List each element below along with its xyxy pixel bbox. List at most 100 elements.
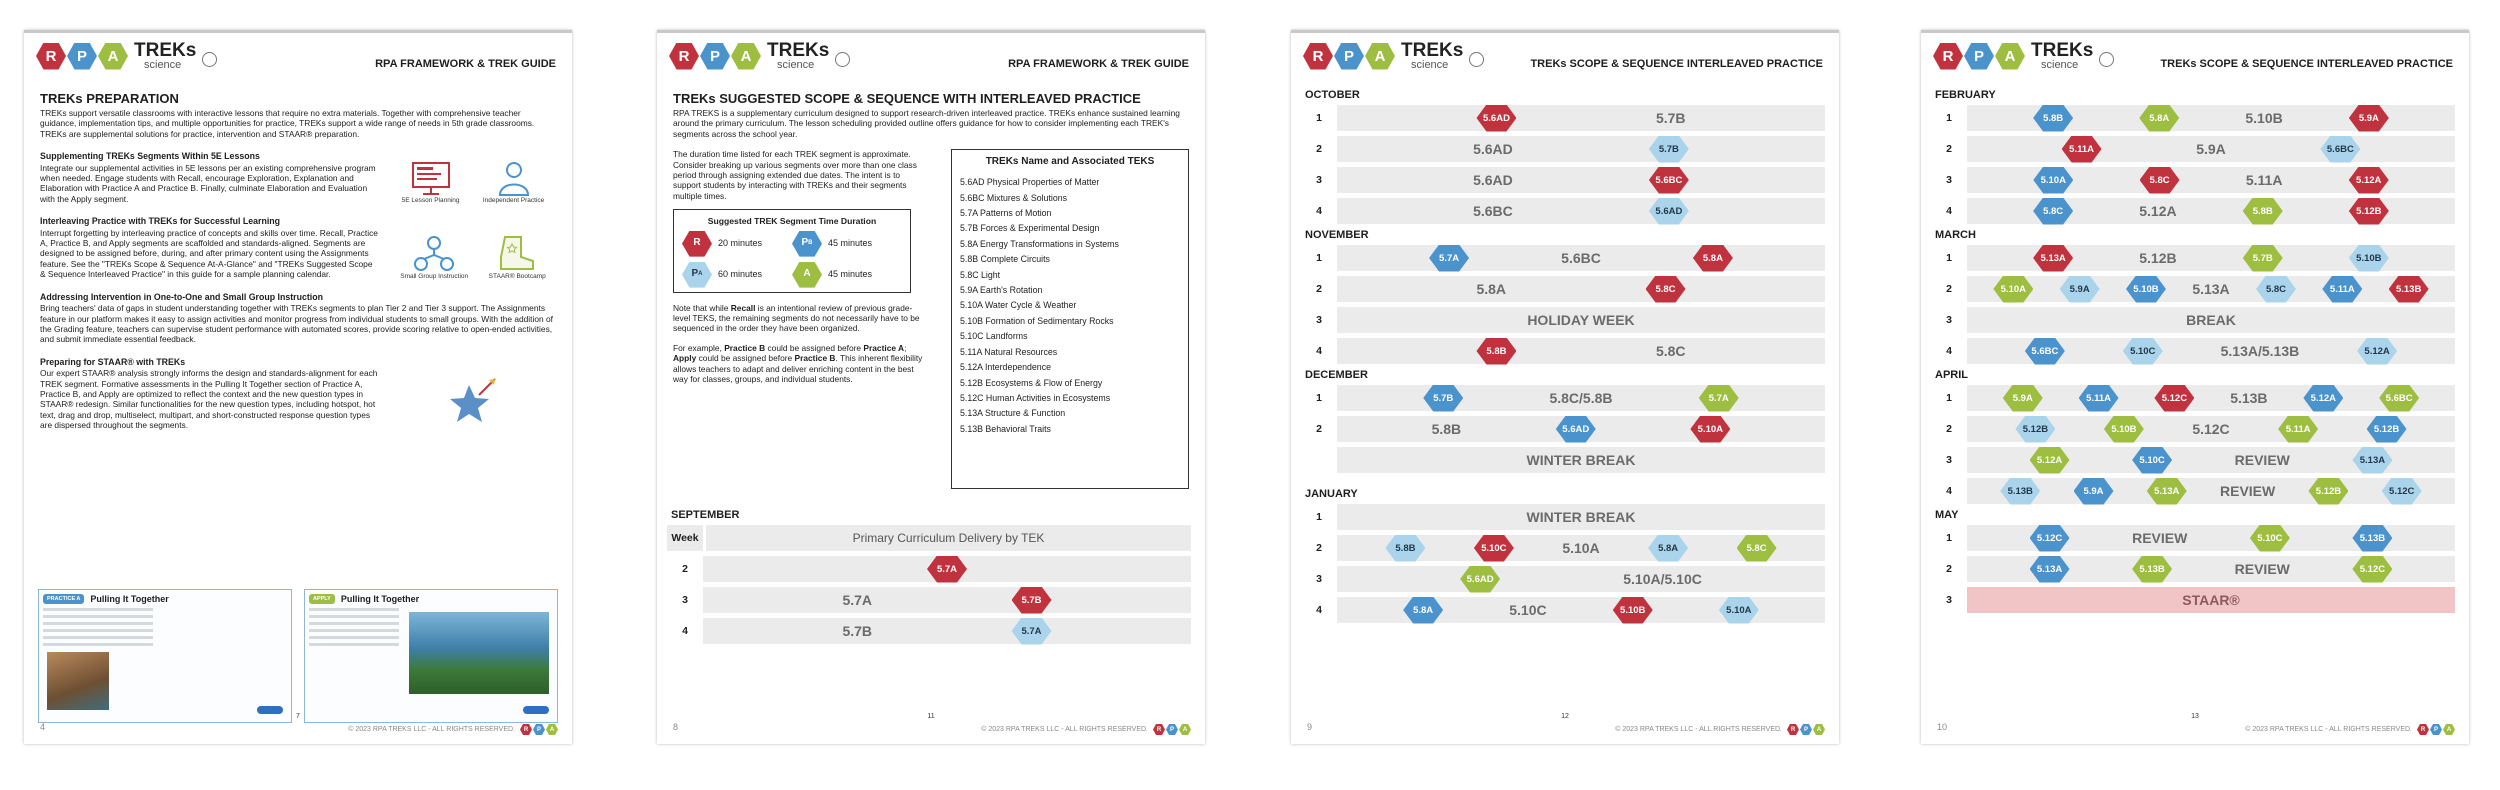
segment-tag: 5.10A bbox=[1993, 275, 2034, 303]
segment-tag: 5.12C bbox=[2154, 384, 2195, 412]
segment-tag: 5.11A bbox=[2078, 384, 2119, 412]
week-number: 2 bbox=[1946, 563, 1952, 575]
note-text: . This inherent flexibility allows teach… bbox=[673, 353, 923, 385]
logo-wordmark: TREKs science bbox=[767, 41, 829, 71]
icon-label: STAAR® Bootcamp bbox=[488, 272, 546, 280]
section-text: Supplementing TREKs Segments Within 5E L… bbox=[40, 151, 380, 204]
week-number: 4 bbox=[1946, 345, 1952, 357]
text-placeholder bbox=[43, 622, 153, 625]
segment-tag: 5.7A bbox=[927, 555, 967, 583]
teks-item: 5.13A Structure & Function bbox=[960, 408, 1066, 419]
segment-tag: 5.8A bbox=[1403, 596, 1444, 624]
segment-label: 5.7B bbox=[1655, 110, 1686, 126]
card-header: PRACTICE A Pulling It Together bbox=[43, 594, 287, 604]
segment-tag: 5.13A bbox=[2033, 244, 2074, 272]
week-row: 3 5.6AD 5.6BC bbox=[1301, 166, 1825, 194]
decoration bbox=[414, 256, 429, 271]
card-row: PRACTICE A Pulling It Together APPLY Pullin… bbox=[38, 589, 558, 723]
segment-tag: 5.12A bbox=[2029, 446, 2070, 474]
left-column: The duration time listed for each TREK s… bbox=[673, 149, 928, 489]
logo-hex: A bbox=[98, 42, 128, 70]
week-number: 3 bbox=[1316, 314, 1322, 326]
text-placeholder bbox=[309, 636, 399, 639]
week-row: 1 5.8B 5.8A 5.10B 5.9A bbox=[1931, 104, 2455, 132]
week-number: 3 bbox=[1946, 594, 1952, 606]
text-placeholder bbox=[309, 608, 399, 611]
segment-tag: 5.7B bbox=[2242, 244, 2283, 272]
intro-text: RPA TREKS is a supplementary curriculum … bbox=[673, 108, 1180, 139]
segment-time: 60 minutes bbox=[718, 269, 763, 280]
segment-tag: 5.8C bbox=[2256, 275, 2296, 303]
page: R P A TREKs science RPA FRAMEWORK & TREK GUID… bbox=[657, 30, 1205, 744]
teks-item: 5.10B Formation of Sedimentary Rocks bbox=[960, 315, 1114, 326]
note: Note that while Recall is an intentional… bbox=[673, 303, 928, 334]
note-bold: Practice B bbox=[724, 342, 766, 353]
logo-hex: P bbox=[1334, 42, 1364, 70]
segment-label: REVIEW bbox=[2234, 561, 2290, 577]
text-placeholder bbox=[43, 643, 153, 646]
decoration bbox=[416, 178, 437, 181]
teks-item: 5.7A Patterns of Motion bbox=[960, 208, 1052, 219]
week-row: 3 STAAR® bbox=[1931, 586, 2455, 614]
section-heading: Preparing for STAAR® with TREKs bbox=[40, 356, 186, 367]
week-bar: 5.12A 5.10C REVIEW 5.13A bbox=[1967, 446, 2455, 474]
page-number: 9 bbox=[1307, 722, 1313, 732]
card-title: Pulling It Together bbox=[90, 594, 169, 604]
logo-wordmark: TREKs science bbox=[1401, 41, 1463, 71]
delivery-header: Primary Curriculum Delivery by TEK bbox=[706, 525, 1191, 551]
teks-box: TREKs Name and Associated TEKS 5.6AD Phys… bbox=[951, 149, 1189, 490]
section-heading: Supplementing TREKs Segments Within 5E L… bbox=[40, 151, 260, 162]
month-block: MARCH 1 5.13A 5.12B 5.7B 5.10B 2 5.10A 5.9A 5.10B… bbox=[1921, 229, 2469, 365]
header-title: RPA FRAMEWORK & TREK GUIDE bbox=[1008, 58, 1189, 70]
month-block: JANUARY 1 WINTER BREAK 2 5.8B 5.10C 5.10A 5.8A 5… bbox=[1291, 488, 1839, 624]
week-bar: 5.6AD 5.6BC bbox=[1337, 166, 1825, 194]
segment-label: HOLIDAY WEEK bbox=[1527, 312, 1635, 328]
center-number: 13 bbox=[2191, 713, 2199, 720]
segment-tag: 5.13B bbox=[2352, 524, 2393, 552]
logo-circle bbox=[835, 51, 851, 67]
logo-hex: A bbox=[1365, 42, 1395, 70]
week-number: 2 bbox=[1946, 283, 1952, 295]
section-body: Our expert STAAR® analysis strongly info… bbox=[40, 368, 378, 431]
segment-letter: R bbox=[693, 237, 701, 249]
week-row: 1 5.9A 5.11A 5.12C 5.13B 5.12A 5.6BC bbox=[1931, 384, 2455, 412]
week-bar: 5.6BC 5.10C 5.13A/5.13B 5.12A bbox=[1967, 337, 2455, 365]
copyright-text: © 2023 RPA TREKS LLC - ALL RIGHTS RESERV… bbox=[981, 726, 1148, 733]
page-number: 4 bbox=[40, 722, 46, 732]
note-text: Note that while bbox=[673, 302, 731, 313]
teks-item: 5.13B Behavioral Traits bbox=[960, 423, 1051, 434]
table-header-row: Week Primary Curriculum Delivery by TEK bbox=[667, 524, 1191, 552]
icon-group: Small Group Instruction STAAR® Bootcamp bbox=[380, 216, 556, 280]
teks-item: 5.8C Light bbox=[960, 269, 1001, 280]
segment-tag: 5.6BC bbox=[2320, 135, 2361, 163]
footer-logo-hex: A bbox=[546, 724, 558, 735]
copyright-text: © 2023 RPA TREKS LLC - ALL RIGHTS RESERV… bbox=[348, 726, 515, 733]
segment-tag: 5.12B bbox=[2015, 415, 2056, 443]
center-number: 12 bbox=[1561, 713, 1569, 720]
segment-tag: 5.10C bbox=[2122, 337, 2163, 365]
week-number: 1 bbox=[1946, 112, 1952, 124]
week-bar: 5.8B 5.8C bbox=[1337, 337, 1825, 365]
teks-item: 5.12B Ecosystems & Flow of Energy bbox=[960, 377, 1103, 388]
segment-tag: 5.10B bbox=[2348, 244, 2389, 272]
decoration bbox=[423, 248, 445, 260]
decoration bbox=[440, 256, 455, 271]
duration-grid: R 20 minutes P B 45 minutes P A 60 minutes A 45 m… bbox=[682, 230, 902, 288]
screenshot-image bbox=[47, 652, 109, 710]
week-number: 2 bbox=[1316, 283, 1322, 295]
text-placeholder bbox=[309, 629, 399, 632]
section-text: Interleaving Practice with TREKs for Suc… bbox=[40, 216, 380, 279]
week-bar: 5.9A 5.11A 5.12C 5.13B 5.12A 5.6BC bbox=[1967, 384, 2455, 412]
week-number: 2 bbox=[1946, 143, 1952, 155]
footer-logo-hex: R bbox=[1153, 724, 1165, 735]
note-bold: Practice A bbox=[863, 342, 905, 353]
icon-group: 5E Lesson Planning Independent Practice bbox=[380, 151, 556, 204]
icon: 5E Lesson Planning bbox=[402, 159, 460, 204]
duration-item: A 45 minutes bbox=[792, 261, 902, 288]
logo-circle bbox=[2099, 51, 2115, 67]
teks-item: 5.6BC Mixtures & Solutions bbox=[960, 192, 1068, 203]
section-body: Integrate our supplemental activities in… bbox=[40, 162, 376, 204]
segment-time: 45 minutes bbox=[828, 269, 873, 280]
segment-label: 5.10A bbox=[1562, 540, 1600, 556]
